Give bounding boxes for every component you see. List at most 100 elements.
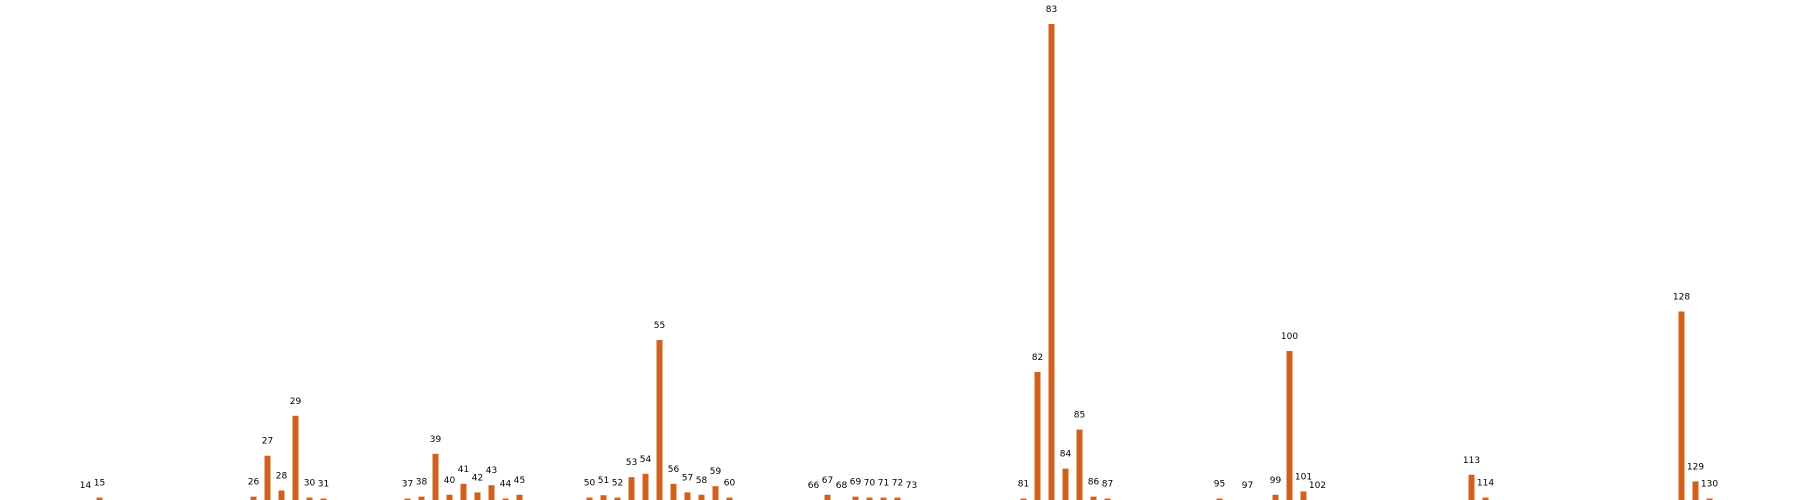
bar-71 <box>880 497 887 500</box>
bar-82 <box>1034 371 1041 500</box>
bars-layer <box>96 24 1713 500</box>
bar-45 <box>516 494 523 500</box>
bar-59 <box>712 486 719 500</box>
bar-85 <box>1076 429 1083 500</box>
bar-100 <box>1286 351 1293 500</box>
bar-42 <box>474 492 481 500</box>
bar-31 <box>320 498 327 500</box>
bar-58 <box>698 494 705 500</box>
bar-label-100: 100 <box>1281 332 1298 342</box>
bar-label-70: 70 <box>864 479 876 489</box>
bar-57 <box>684 492 691 500</box>
bar-label-54: 54 <box>640 455 652 465</box>
bar-label-43: 43 <box>486 466 497 476</box>
bar-67 <box>824 494 831 500</box>
bar-53 <box>628 477 635 500</box>
bar-label-83: 83 <box>1046 5 1057 15</box>
bar-label-87: 87 <box>1102 480 1113 490</box>
bar-15 <box>96 497 103 500</box>
bar-label-66: 66 <box>808 481 820 491</box>
bar-label-113: 113 <box>1463 456 1480 466</box>
bar-95 <box>1216 498 1223 500</box>
bar-37 <box>404 498 411 500</box>
bar-label-73: 73 <box>906 481 917 491</box>
bar-label-28: 28 <box>276 471 288 481</box>
bar-label-26: 26 <box>248 478 260 488</box>
bar-101 <box>1300 491 1307 500</box>
bar-28 <box>278 490 285 500</box>
bar-69 <box>852 496 859 500</box>
bar-99 <box>1272 494 1279 500</box>
bar-label-84: 84 <box>1060 450 1072 460</box>
bar-43 <box>488 485 495 500</box>
bar-128 <box>1678 311 1685 500</box>
bar-label-55: 55 <box>654 321 665 331</box>
bar-label-14: 14 <box>80 481 92 491</box>
bar-label-50: 50 <box>584 479 596 489</box>
bar-label-53: 53 <box>626 458 637 468</box>
bar-label-29: 29 <box>290 397 302 407</box>
bar-label-129: 129 <box>1687 462 1704 472</box>
bar-label-41: 41 <box>458 465 469 475</box>
bar-44 <box>502 498 509 500</box>
bar-52 <box>614 497 621 500</box>
bar-130 <box>1706 498 1713 500</box>
bar-54 <box>642 473 649 500</box>
bar-label-95: 95 <box>1214 480 1225 490</box>
bar-label-44: 44 <box>500 480 512 490</box>
bar-label-114: 114 <box>1477 479 1494 489</box>
bar-label-81: 81 <box>1018 480 1029 490</box>
bar-label-97: 97 <box>1242 481 1253 491</box>
bar-label-51: 51 <box>598 476 609 486</box>
bar-39 <box>432 453 439 500</box>
bar-label-82: 82 <box>1032 353 1043 363</box>
bar-label-99: 99 <box>1270 476 1282 486</box>
bar-label-69: 69 <box>850 478 862 488</box>
bar-70 <box>866 497 873 500</box>
bar-26 <box>250 496 257 500</box>
bar-label-39: 39 <box>430 435 442 445</box>
bar-label-27: 27 <box>262 437 273 447</box>
bar-81 <box>1020 498 1027 500</box>
bar-label-52: 52 <box>612 479 623 489</box>
bar-label-42: 42 <box>472 473 483 483</box>
bar-label-102: 102 <box>1309 481 1326 491</box>
bar-129 <box>1692 481 1699 500</box>
bar-label-101: 101 <box>1295 472 1312 482</box>
bar-72 <box>894 497 901 500</box>
bar-label-59: 59 <box>710 467 722 477</box>
bar-30 <box>306 497 313 500</box>
bar-label-40: 40 <box>444 476 456 486</box>
bar-label-72: 72 <box>892 479 903 489</box>
bar-label-15: 15 <box>94 479 105 489</box>
bar-label-57: 57 <box>682 473 693 483</box>
bar-label-68: 68 <box>836 481 848 491</box>
bar-label-130: 130 <box>1701 480 1718 490</box>
bar-60 <box>726 497 733 500</box>
bar-label-67: 67 <box>822 476 833 486</box>
bar-29 <box>292 415 299 500</box>
bar-label-30: 30 <box>304 479 316 489</box>
bar-114 <box>1482 497 1489 500</box>
bar-87 <box>1104 498 1111 500</box>
bar-55 <box>656 340 663 500</box>
bar-83 <box>1048 24 1055 500</box>
bar-113 <box>1468 474 1475 500</box>
bar-label-86: 86 <box>1088 478 1100 488</box>
bar-84 <box>1062 468 1069 500</box>
bar-56 <box>670 483 677 500</box>
bar-51 <box>600 495 607 500</box>
bar-50 <box>586 497 593 500</box>
bar-41 <box>460 483 467 500</box>
bar-label-31: 31 <box>318 480 329 490</box>
bar-label-58: 58 <box>696 476 708 486</box>
bar-label-71: 71 <box>878 479 889 489</box>
bar-label-60: 60 <box>724 479 736 489</box>
bar-label-38: 38 <box>416 478 428 488</box>
bar-label-37: 37 <box>402 480 413 490</box>
bar-label-85: 85 <box>1074 411 1085 421</box>
bar-label-45: 45 <box>514 476 525 486</box>
